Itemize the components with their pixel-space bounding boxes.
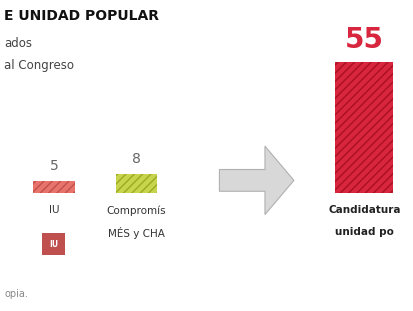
Text: al Congreso: al Congreso <box>4 59 74 72</box>
Text: 8: 8 <box>132 152 141 166</box>
Text: IU: IU <box>48 205 59 215</box>
Text: 55: 55 <box>344 26 383 54</box>
Text: Candidatura: Candidatura <box>327 205 400 215</box>
Text: Compromís: Compromís <box>107 205 166 216</box>
Bar <box>335 62 392 193</box>
Text: ados: ados <box>4 37 32 50</box>
Text: 5: 5 <box>49 159 58 173</box>
Bar <box>33 181 74 193</box>
Bar <box>43 233 65 255</box>
Bar <box>116 174 157 193</box>
Bar <box>335 62 392 193</box>
Bar <box>116 174 157 193</box>
Bar <box>33 181 74 193</box>
Text: E UNIDAD POPULAR: E UNIDAD POPULAR <box>4 9 159 23</box>
Polygon shape <box>219 146 293 215</box>
Text: opia.: opia. <box>4 289 28 299</box>
Text: unidad po: unidad po <box>334 227 393 237</box>
Text: MÉS y CHA: MÉS y CHA <box>108 227 165 239</box>
Text: IU: IU <box>49 240 58 248</box>
